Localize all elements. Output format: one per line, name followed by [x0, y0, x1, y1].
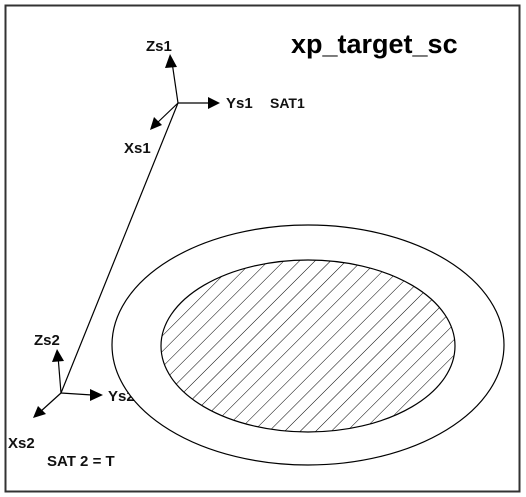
frame-border: [4, 4, 521, 493]
sat2-z-axis: [57, 355, 62, 394]
sat2-y-axis: [60, 392, 93, 396]
sat1-y-arrowhead: [208, 97, 220, 109]
sat2-x-label: Xs2: [8, 435, 35, 452]
sat1-x-arrowhead: [150, 117, 162, 130]
sat2-z-arrowhead: [52, 349, 64, 362]
sat1-z-arrowhead: [165, 54, 177, 68]
sat1-z-axis: [171, 61, 179, 104]
sat1-z-label: Zs1: [146, 38, 172, 55]
sat2-z-label: Zs2: [34, 332, 60, 349]
sat2-frame: [33, 349, 103, 418]
sat1-x-label: Xs1: [124, 140, 151, 157]
sat1-frame: [150, 54, 220, 130]
sat1-name-label: SAT1: [270, 95, 305, 111]
sat2-y-arrowhead: [90, 389, 103, 401]
sat2-name-label: SAT 2 = T: [47, 453, 115, 470]
sat1-x-axis: [155, 102, 179, 125]
sat-link-line: [60, 102, 179, 394]
sat2-x-arrowhead: [33, 406, 46, 418]
target-inner-ellipse: [160, 259, 456, 433]
diagram-title: xp_target_sc: [291, 29, 458, 59]
sat1-y-label: Ys1: [226, 95, 253, 112]
sat2-x-axis: [39, 392, 62, 413]
